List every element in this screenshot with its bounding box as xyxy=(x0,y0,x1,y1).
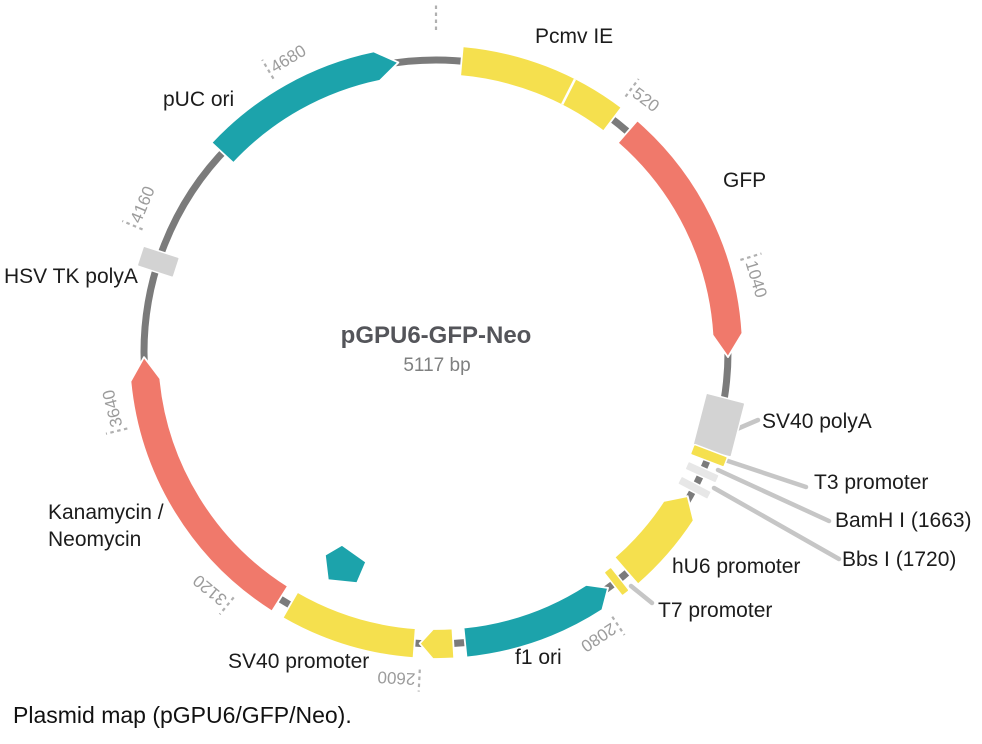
tick-520: 520 xyxy=(624,78,663,116)
feature-block xyxy=(603,566,630,597)
label-kan-neo: Neomycin xyxy=(48,528,141,551)
leader-t3-promoter xyxy=(719,456,809,490)
label-pcmv-ie: Pcmv IE xyxy=(535,25,613,48)
label-t7-promoter: T7 promoter xyxy=(658,599,772,622)
label-sv40-promoter: SV40 promoter xyxy=(228,650,369,673)
tick-label: 3120 xyxy=(189,571,230,610)
feature-pcmv-ie xyxy=(459,45,623,133)
feature-block xyxy=(684,460,720,484)
plasmid-name: pGPU6-GFP-Neo xyxy=(341,322,532,349)
feature-t7-promoter xyxy=(603,566,630,597)
feature-sv40-promoter xyxy=(281,590,417,660)
feature-hsv-tk-polya xyxy=(136,245,180,278)
leader-t7-promoter xyxy=(628,583,655,606)
tick-4680: 4680 xyxy=(261,41,309,80)
tick-label: 520 xyxy=(629,84,663,116)
feature-block xyxy=(136,245,180,278)
label-gfp: GFP xyxy=(723,169,766,192)
leader-bbsi-site xyxy=(711,485,842,562)
feature-puc-ori xyxy=(210,50,400,164)
feature-f1-ori xyxy=(462,583,609,659)
feature-kan-neo xyxy=(129,356,289,613)
label-hu6-promoter: hU6 promoter xyxy=(672,555,800,578)
feature-sv40-promoter-arrow xyxy=(418,627,456,660)
tick-label: 3640 xyxy=(99,388,127,429)
label-t3-promoter: T3 promoter xyxy=(814,471,928,494)
tick-dash xyxy=(417,669,421,692)
feature-gfp xyxy=(616,119,744,358)
annotation-leader-lines xyxy=(628,417,842,606)
feature-bamhi-site xyxy=(684,460,720,484)
label-bbsi-site: Bbs I (1720) xyxy=(842,548,956,571)
plasmid-features xyxy=(129,45,746,660)
feature-divider xyxy=(561,78,577,105)
label-puc-ori: pUC ori xyxy=(163,88,234,111)
tick-4160: 4160 xyxy=(121,184,159,231)
feature-t3-promoter xyxy=(689,443,729,468)
label-f1-ori: f1 ori xyxy=(515,646,562,669)
tick-2600: 2600 xyxy=(377,667,421,692)
feature-block xyxy=(677,475,712,500)
feature-block xyxy=(689,443,729,468)
tick-label: 4680 xyxy=(267,41,309,77)
tick-label: 2080 xyxy=(577,619,619,656)
leader-bamhi-site xyxy=(715,467,832,524)
tick-label: 1040 xyxy=(742,258,771,300)
plasmid-size: 5117 bp xyxy=(403,355,470,376)
label-hsv-tk-polya: HSV TK polyA xyxy=(4,265,138,288)
tick-3640: 3640 xyxy=(99,388,128,435)
label-sv40-polya: SV40 polyA xyxy=(762,410,872,433)
label-kan-neo: Kanamycin / xyxy=(48,501,164,524)
label-bamhi-site: BamH I (1663) xyxy=(835,509,972,532)
feature-labels: Pcmv IE GFP SV40 polyA T3 promoter BamH I (1… xyxy=(4,25,972,673)
decor-pentagon xyxy=(324,544,367,584)
leader-sv40-polya xyxy=(734,417,761,432)
feature-bbsi-site xyxy=(677,475,712,500)
tick-1040: 1040 xyxy=(740,252,771,300)
tick-label: 4160 xyxy=(127,184,159,226)
tick-label: 2600 xyxy=(377,667,416,688)
tick-2080: 2080 xyxy=(577,616,626,656)
figure-caption: Plasmid map (pGPU6/GFP/Neo). xyxy=(13,702,352,728)
feature-hu6-promoter xyxy=(613,495,695,586)
